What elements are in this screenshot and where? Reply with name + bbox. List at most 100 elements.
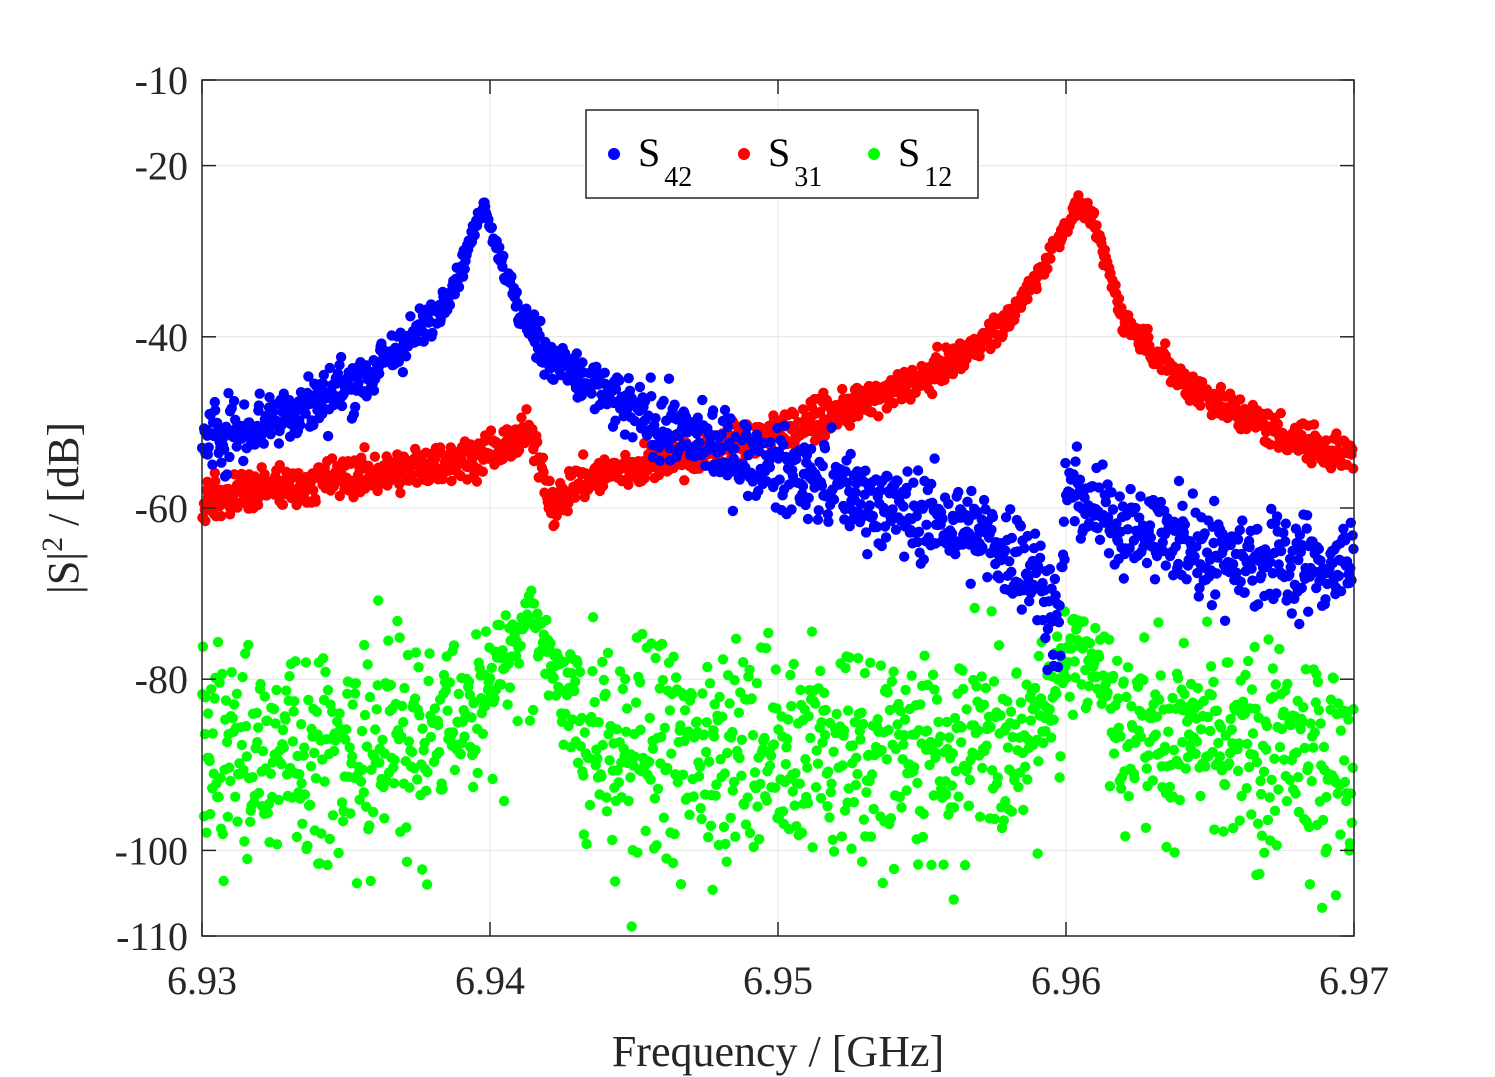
- data-point-S42: [224, 451, 235, 463]
- data-point-S12: [1215, 722, 1227, 733]
- data-point-S42: [308, 419, 319, 431]
- data-point-S12: [524, 715, 536, 726]
- data-point-S31: [471, 476, 483, 487]
- data-point-S31: [1215, 381, 1227, 393]
- data-point-S42: [258, 438, 269, 449]
- data-point-S12: [715, 754, 726, 765]
- data-point-S42: [972, 506, 983, 518]
- data-point-S12: [576, 712, 587, 724]
- data-point-S42: [1145, 532, 1157, 543]
- data-point-S31: [326, 453, 338, 464]
- data-point-S12: [649, 793, 661, 804]
- data-point-S12: [500, 610, 511, 621]
- data-point-S42: [880, 532, 892, 543]
- data-point-S12: [777, 806, 789, 817]
- data-point-S12: [1209, 824, 1220, 835]
- data-point-S12: [1116, 783, 1127, 794]
- data-point-S42: [459, 263, 470, 275]
- data-point-S42: [571, 348, 582, 359]
- data-point-S12: [781, 742, 792, 753]
- data-point-S12: [915, 699, 926, 710]
- data-point-S42: [1006, 532, 1017, 544]
- data-point-S12: [226, 667, 237, 678]
- data-point-S12: [1284, 774, 1296, 786]
- data-point-S12: [1033, 650, 1045, 662]
- data-point-S31: [1195, 400, 1206, 411]
- data-point-S12: [630, 697, 642, 708]
- data-point-S12: [421, 879, 433, 890]
- data-point-S12: [314, 858, 325, 869]
- data-point-S12: [361, 741, 373, 752]
- data-point-S12: [560, 708, 571, 719]
- data-point-S12: [664, 705, 676, 716]
- data-point-S12: [662, 762, 673, 774]
- data-point-S31: [359, 442, 370, 453]
- data-point-S12: [578, 829, 590, 840]
- data-point-S12: [956, 737, 967, 748]
- data-point-S42: [486, 222, 497, 233]
- data-point-S31: [974, 351, 985, 362]
- data-point-S12: [396, 731, 407, 742]
- data-point-S12: [1261, 720, 1273, 732]
- data-point-S12: [684, 809, 695, 820]
- data-point-S12: [1297, 716, 1308, 727]
- data-point-S42: [336, 400, 348, 412]
- data-point-S42: [627, 432, 638, 443]
- data-point-S12: [1262, 814, 1274, 826]
- data-point-S12: [988, 676, 1000, 687]
- data-point-S31: [1113, 293, 1125, 304]
- data-point-S12: [1038, 737, 1049, 749]
- data-point-S12: [253, 722, 264, 733]
- data-point-S42: [1189, 551, 1200, 562]
- data-point-S12: [659, 722, 670, 733]
- data-point-S12: [413, 662, 424, 673]
- data-point-S12: [284, 671, 295, 682]
- data-point-S12: [296, 778, 307, 789]
- data-point-S12: [318, 653, 329, 664]
- data-point-S12: [1343, 714, 1354, 725]
- data-point-S12: [695, 761, 706, 772]
- data-point-S12: [513, 658, 525, 669]
- data-point-S12: [1067, 709, 1079, 720]
- data-point-S42: [203, 442, 214, 453]
- data-point-S12: [1169, 847, 1180, 858]
- data-point-S12: [225, 775, 236, 787]
- data-point-S12: [675, 879, 687, 890]
- data-point-S42: [1055, 650, 1066, 661]
- data-point-S12: [924, 759, 935, 771]
- data-point-S12: [471, 629, 482, 640]
- data-point-S31: [1091, 220, 1102, 231]
- data-point-S12: [472, 767, 483, 779]
- data-point-S42: [965, 578, 976, 589]
- data-point-S42: [1122, 524, 1134, 535]
- data-point-S12: [231, 688, 243, 699]
- data-point-S12: [1161, 841, 1172, 853]
- data-point-S12: [422, 767, 433, 778]
- data-point-S12: [403, 736, 415, 747]
- data-point-S42: [521, 303, 532, 314]
- data-point-S12: [294, 769, 305, 780]
- data-point-S12: [703, 832, 714, 843]
- data-point-S12: [895, 705, 906, 717]
- data-point-S42: [1058, 516, 1070, 527]
- data-point-S31: [788, 408, 800, 420]
- data-point-S12: [794, 778, 805, 789]
- data-point-S12: [1093, 651, 1105, 663]
- data-point-S42: [634, 381, 646, 393]
- data-point-S42: [1293, 554, 1304, 566]
- data-point-S12: [800, 754, 811, 765]
- data-point-S12: [593, 717, 604, 728]
- series-S12: [197, 585, 1359, 932]
- data-point-S12: [1309, 727, 1320, 738]
- data-point-S12: [487, 773, 498, 785]
- data-point-S12: [1328, 673, 1339, 684]
- data-point-S42: [1246, 563, 1257, 574]
- data-point-S42: [453, 281, 465, 293]
- data-point-S12: [1029, 682, 1041, 694]
- data-point-S12: [1139, 632, 1150, 643]
- data-point-S12: [291, 831, 303, 843]
- data-point-S42: [817, 460, 828, 472]
- data-point-S12: [434, 746, 445, 758]
- data-point-S12: [579, 727, 590, 738]
- data-point-S31: [485, 425, 497, 436]
